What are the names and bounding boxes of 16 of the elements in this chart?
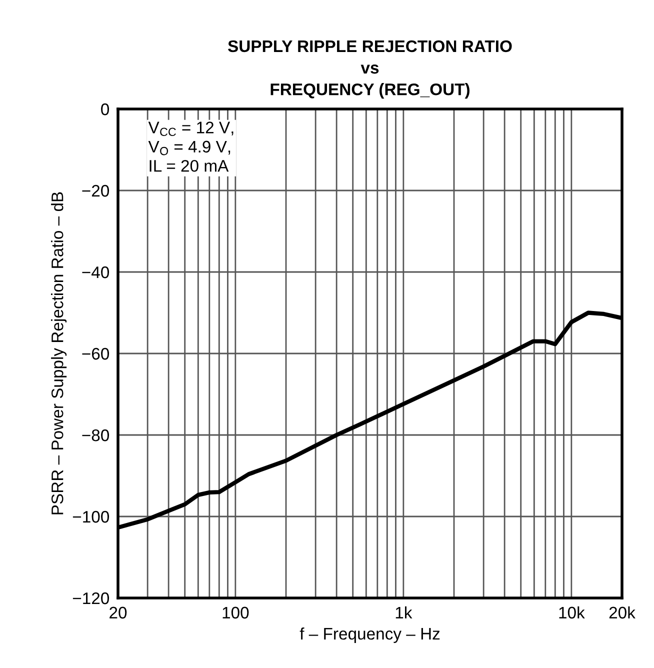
x-tick-label: 100 bbox=[222, 606, 249, 619]
y-tick-label: −40 bbox=[82, 266, 110, 278]
x-tick-label: 1k bbox=[396, 606, 412, 618]
text: V$_{CC}$ = 12 V, V$_{O}$ = 4.9 V, IL = 20 mA bbox=[148, 122, 234, 172]
y-tick-label: −120 bbox=[72, 592, 110, 604]
y-tick-label: −100 bbox=[72, 510, 110, 523]
x-axis-title: f – Frequency – Hz bbox=[300, 627, 440, 643]
chart-title: SUPPLY RIPPLE REJECTION RATIO vs FREQUENCY (REG_OUT) bbox=[228, 40, 512, 99]
x-tick-label: 10k bbox=[559, 606, 585, 619]
y-tick-label: −80 bbox=[82, 429, 110, 442]
x-tick-label: 20k bbox=[609, 606, 636, 619]
y-tick-label: 0 bbox=[101, 103, 110, 116]
x-tick-label: 20 bbox=[110, 606, 127, 619]
y-tick-label: −60 bbox=[82, 348, 110, 360]
y-axis-title: PSRR – Power Supply Rejection Ratio – dB bbox=[51, 192, 67, 514]
y-tick-label: −20 bbox=[82, 184, 110, 197]
